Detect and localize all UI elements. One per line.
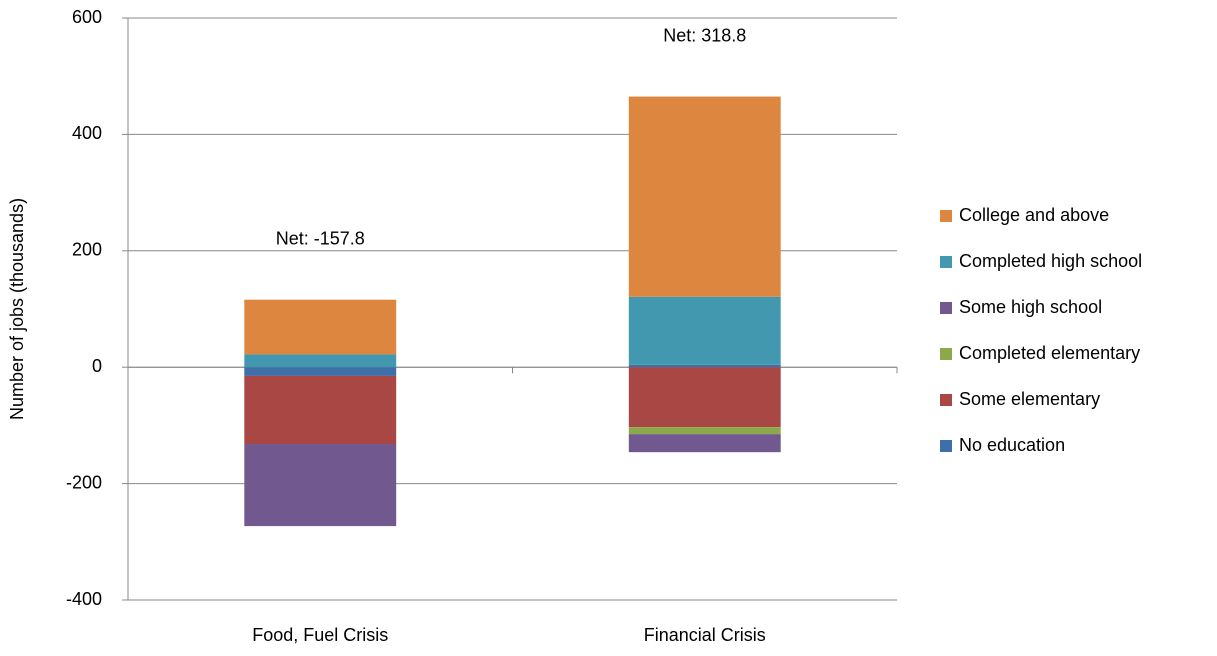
- legend-swatch: [940, 256, 952, 268]
- legend-label: Some elementary: [959, 389, 1100, 409]
- legend-label: College and above: [959, 205, 1109, 225]
- legend-swatch: [940, 348, 952, 360]
- bar-segment: [628, 367, 781, 428]
- y-tick-label: 600: [72, 7, 102, 27]
- legend-swatch: [940, 394, 952, 406]
- bar-segment: [244, 367, 397, 376]
- net-annotation: Net: 318.8: [663, 25, 746, 45]
- bar-segment: [244, 375, 397, 445]
- y-tick-label: -400: [66, 589, 102, 609]
- legend-label: Completed high school: [959, 251, 1142, 271]
- x-tick-label: Financial Crisis: [644, 625, 766, 645]
- x-tick-label: Food, Fuel Crisis: [252, 625, 388, 645]
- legend-swatch: [940, 210, 952, 222]
- legend-label: No education: [959, 435, 1065, 455]
- bar-segment: [628, 96, 781, 297]
- y-axis-label: Number of jobs (thousands): [7, 198, 27, 420]
- bar-segment: [628, 364, 781, 368]
- legend-swatch: [940, 302, 952, 314]
- bar-segment: [244, 444, 397, 527]
- net-annotation: Net: -157.8: [276, 228, 365, 248]
- y-tick-label: 200: [72, 240, 102, 260]
- y-tick-label: 0: [92, 356, 102, 376]
- bar-segment: [244, 354, 397, 368]
- bar-segment: [628, 427, 781, 435]
- bar-segment: [628, 296, 781, 365]
- bar-segment: [628, 434, 781, 453]
- y-tick-label: 400: [72, 123, 102, 143]
- legend-label: Completed elementary: [959, 343, 1140, 363]
- y-tick-label: -200: [66, 472, 102, 492]
- legend-label: Some high school: [959, 297, 1102, 317]
- legend-swatch: [940, 440, 952, 452]
- bar-segment: [244, 299, 397, 355]
